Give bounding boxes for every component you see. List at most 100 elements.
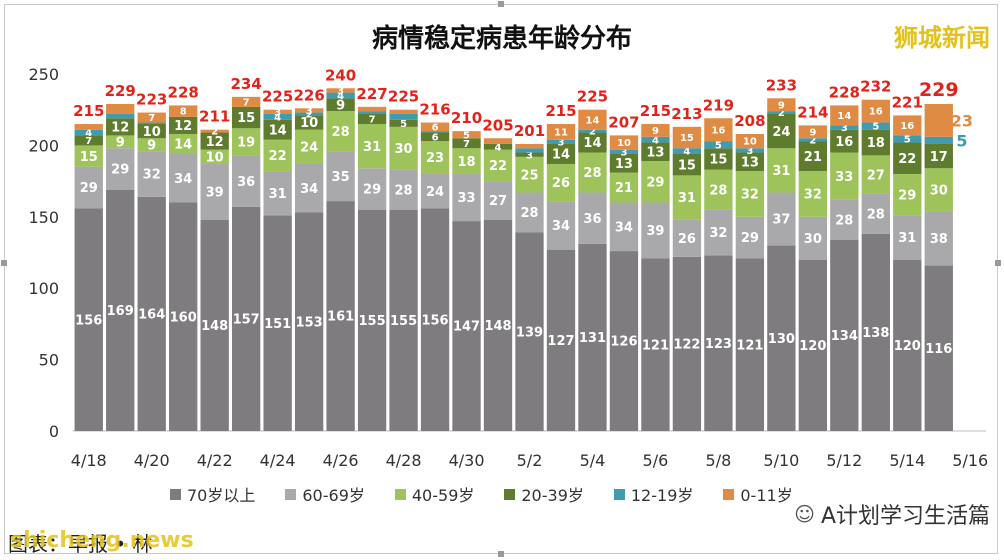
bar-value-label: 7 — [243, 97, 250, 108]
resize-handle-top[interactable] — [498, 1, 504, 7]
bar-segment — [326, 92, 355, 99]
bar-segment — [924, 103, 953, 137]
bar-total-label: 214 — [797, 103, 828, 121]
bar-value-label: 123 — [705, 337, 732, 352]
bar-segment — [200, 163, 229, 220]
bar-value-label: 9 — [116, 136, 125, 151]
bar-value-label: 23 — [426, 151, 444, 166]
bar-segment — [483, 219, 513, 431]
bar-segment — [672, 256, 702, 431]
bar-total-label: 215 — [73, 102, 104, 120]
watermark-logo-top: 狮城新闻 — [894, 24, 990, 52]
bar-segment — [672, 148, 702, 154]
bar-value-label: 9 — [652, 126, 659, 137]
bar-value-label: 3 — [746, 146, 753, 157]
legend-item: 60-69岁 — [285, 482, 365, 506]
bar-segment — [735, 258, 765, 431]
bar-value-label: 4 — [274, 112, 281, 123]
bar-value-label: 10 — [143, 125, 161, 140]
bar-segment — [893, 173, 922, 216]
bar-total-label: 210 — [451, 109, 482, 127]
bar-segment — [483, 149, 513, 182]
bar-segment — [137, 112, 166, 123]
bar-segment — [515, 232, 544, 431]
bar-value-label: 9 — [809, 127, 816, 138]
bar-value-label: 28 — [332, 125, 350, 140]
bar-value-label: 3 — [841, 123, 848, 134]
bar-segment — [735, 171, 765, 217]
bar-value-label: 38 — [930, 232, 948, 247]
bar-value-label: 32 — [804, 188, 822, 203]
bar-total-label: 208 — [734, 112, 765, 130]
bar-value-label: 31 — [898, 231, 916, 246]
bar-value-label: 8 — [180, 107, 187, 118]
legend: 70岁以上 60-69岁 40-59岁 20-39岁 12-19岁 0-11岁 — [170, 482, 810, 506]
bar-segment — [357, 111, 387, 114]
bar-segment — [830, 199, 859, 240]
bar-value-label: 33 — [457, 191, 475, 206]
bar-value-label: 131 — [579, 331, 606, 346]
y-tick-label: 250 — [28, 65, 59, 84]
bar-segment — [74, 166, 103, 209]
bar-segment — [137, 138, 166, 152]
bar-value-label: 30 — [804, 232, 822, 247]
bar-value-label: 12 — [206, 135, 224, 150]
legend-swatch — [504, 488, 516, 500]
bar-segment — [106, 118, 135, 136]
bar-segment — [420, 132, 450, 142]
bar-value-label: 34 — [174, 172, 192, 187]
x-tick-label: 4/24 — [260, 451, 296, 470]
bar-total-label: 240 — [325, 66, 356, 84]
bar-segment — [231, 155, 261, 207]
bar-value-label: 30 — [395, 142, 413, 157]
x-tick-label: 5/14 — [889, 451, 925, 470]
resize-handle-left[interactable] — [1, 260, 7, 266]
bar-segment — [169, 116, 198, 134]
watermark-logo-bottom: shicheng.news — [10, 528, 194, 553]
bar-segment — [861, 233, 890, 431]
bar-segment — [452, 131, 481, 139]
bar-total-label: 205 — [482, 116, 513, 134]
bar-value-label: 148 — [201, 319, 228, 334]
bar-value-label: 3 — [557, 137, 564, 148]
bar-total-label: 215 — [545, 102, 576, 120]
bar-value-label: 36 — [237, 175, 255, 190]
bar-value-label: 29 — [363, 183, 381, 198]
bar-segment — [798, 141, 828, 172]
resize-handle-right[interactable] — [995, 260, 1001, 266]
bar-value-label: 14 — [837, 111, 851, 122]
bar-value-label: 29 — [80, 181, 98, 196]
bar-value-label: 26 — [552, 176, 570, 191]
bar-value-label: 4 — [337, 91, 344, 102]
bar-total-label: 225 — [577, 88, 608, 106]
bar-value-label: 12 — [174, 119, 192, 134]
bar-segment — [735, 148, 765, 153]
bar-total-label: 221 — [892, 93, 923, 111]
bar-segment — [609, 135, 639, 150]
bar-segment — [578, 243, 607, 431]
legend-item: 70岁以上 — [170, 482, 255, 506]
bar-value-label: 155 — [359, 314, 386, 329]
bar-value-label: 14 — [174, 138, 192, 153]
bar-segment — [326, 151, 355, 202]
bar-segment — [609, 172, 639, 203]
bar-segment — [704, 148, 733, 170]
x-tick-label: 4/20 — [134, 451, 170, 470]
bar-value-label: 153 — [296, 315, 323, 330]
bar-value-label: 37 — [772, 213, 790, 228]
bar-value-label: 39 — [206, 185, 224, 200]
bar-value-label: 28 — [867, 208, 885, 223]
bar-value-label: 121 — [642, 338, 669, 353]
bar-value-label: 29 — [898, 188, 916, 203]
bar-segment — [420, 122, 450, 132]
x-tick-label: 5/16 — [952, 451, 988, 470]
bar-value-label: 147 — [453, 320, 480, 335]
x-tick-label: 5/2 — [517, 451, 543, 470]
bar-segment — [861, 99, 890, 123]
bar-segment — [106, 148, 135, 190]
bar-segment — [74, 135, 103, 146]
bar-value-label: 126 — [610, 335, 637, 350]
bar-total-label: 216 — [419, 101, 450, 119]
resize-handle-bottom[interactable] — [498, 551, 504, 557]
